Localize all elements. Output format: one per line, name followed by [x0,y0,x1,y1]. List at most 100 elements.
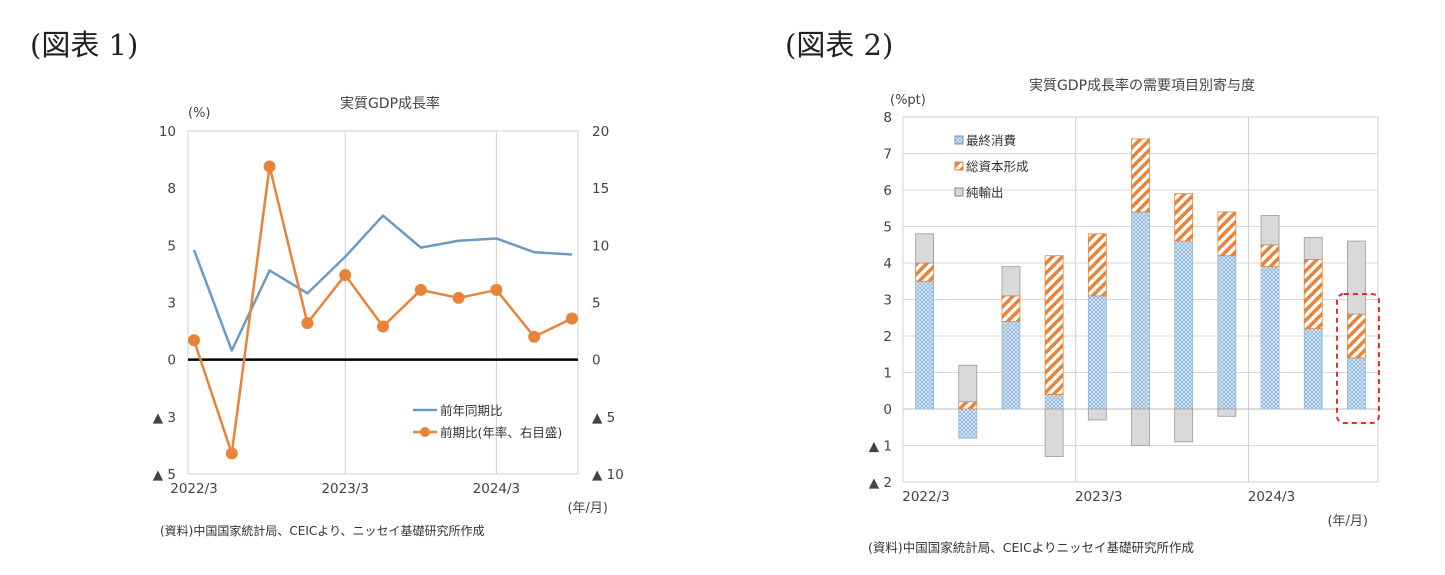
bar-net-exports [1174,408,1194,443]
qoq-data-point [339,269,352,282]
bar-consumption [915,280,934,410]
y-tick-label: 1 [883,366,892,382]
left-tick-label: 8 [167,181,176,197]
qoq-data-point [301,317,314,330]
y-tick-label: ▲ 1 [869,439,892,455]
x-tick-label: 2023/3 [321,481,369,497]
bar-capital-formation [1001,295,1021,322]
right-tick-label: 15 [592,181,609,197]
bar-net-exports [1303,237,1323,260]
chart2-source-note: (資料)中国国家統計局、CEICよりニッセイ基礎研究所作成 [868,540,1194,555]
bar-capital-formation [1260,244,1280,268]
x-tick-label: 2024/3 [1248,489,1296,505]
qoq-data-point [452,291,465,304]
x-tick-label: 2024/3 [473,481,521,497]
right-tick-label: 0 [592,353,601,369]
bar-capital-formation [958,401,978,410]
bar-net-exports [958,364,978,403]
bar-capital-formation [1044,255,1064,395]
legend-capital-label: 総資本形成 [966,159,1029,174]
qoq-data-point [263,160,276,173]
right-tick-label: 10 [592,238,609,254]
x-tick-label: 2023/3 [1075,489,1123,505]
chart1-gridlines [187,130,579,475]
qoq-data-point [188,334,200,347]
legend-net-exports-label: 純輸出 [966,185,1004,200]
x-tick-label: 2022/3 [902,489,950,505]
chart1-right-axis: 20 15 10 5 0 ▲ 5 ▲ 10 [592,124,624,483]
bar-capital-formation [1347,313,1366,359]
qoq-data-point [225,447,238,460]
chart1-x-unit-label: (年/月) [567,501,608,516]
left-tick-label: 0 [167,353,176,369]
chart1-source-note: (資料)中国国家統計局、CEICより、ニッセイ基礎研究所作成 [160,523,485,538]
left-tick-label: ▲ 5 [153,467,176,483]
chart2-unit-label: (%pt) [890,93,926,108]
y-tick-label: 8 [883,110,892,126]
y-tick-label: ▲ 2 [869,475,892,491]
bar-net-exports [1044,408,1064,457]
y-tick-label: 0 [883,402,892,418]
bar-capital-formation [1217,211,1237,257]
bar-net-exports [1217,408,1237,417]
chart1-title: 実質GDP成長率 [340,95,440,112]
bar-consumption [958,408,978,439]
series-line-qoq [192,165,573,455]
chart1-unit-label: (%) [188,106,211,121]
chart1-legend: 前年同期比 前期比(年率、右目盛) [413,403,562,440]
chart1-left-axis: 10 8 5 3 0 ▲ 3 ▲ 5 [153,124,176,483]
left-tick-label: 5 [167,238,176,254]
y-tick-label: 7 [883,147,892,163]
legend-consumption-label: 最終消費 [966,133,1016,148]
bar-consumption [1260,266,1280,410]
bar-capital-formation [915,262,934,282]
figure-2-label: (図表 2) [785,28,894,62]
legend-net-exports-swatch [954,187,964,197]
bar-net-exports [1131,408,1150,446]
bar-consumption [1087,295,1107,410]
chart2-title: 実質GDP成長率の需要項目別寄与度 [1029,77,1255,94]
chart2-x-unit-label: (年/月) [1327,514,1368,529]
plot-border [187,130,579,475]
legend-yoy-label: 前年同期比 [440,403,503,418]
bar-net-exports [1001,266,1021,297]
bar-consumption [1347,357,1366,410]
bar-net-exports [1087,408,1107,421]
y-tick-label: 5 [883,220,892,236]
bar-consumption [1001,320,1021,410]
left-tick-label: 10 [159,124,176,140]
chart2-y-axis: 8 7 6 5 4 3 2 1 0 ▲ 1 ▲ 2 [869,110,892,491]
y-tick-label: 4 [883,256,892,272]
chart2-x-axis: 2022/3 2023/3 2024/3 [902,489,1295,505]
right-tick-label: ▲ 10 [592,467,624,483]
plot-border [902,116,1379,483]
qoq-data-point [566,312,578,325]
chart2-bars [915,138,1366,457]
bar-net-exports [1260,215,1280,246]
gdp-growth-line-chart: 実質GDP成長率 (%) 10 8 5 3 0 ▲ 3 ▲ 5 20 15 10 5 0 ▲ 5 ▲ 1… [153,95,624,538]
left-tick-label: 3 [167,296,176,312]
bar-consumption [1044,393,1064,410]
figure-1-label: (図表 1) [30,28,139,62]
qoq-data-point [414,283,427,296]
x-tick-label: 2022/3 [170,481,218,497]
y-tick-label: 6 [883,183,892,199]
right-tick-label: ▲ 5 [592,410,615,426]
y-tick-label: 2 [883,329,892,345]
bar-consumption [1217,255,1237,410]
bar-capital-formation [1131,138,1150,213]
chart2-legend: 最終消費 総資本形成 純輸出 [954,133,1029,200]
legend-capital-swatch [954,161,964,171]
qoq-data-point [490,283,503,296]
series-line-yoy [192,214,573,352]
legend-qoq-marker [420,427,430,437]
bar-capital-formation [1303,258,1323,330]
qoq-data-point [528,330,541,343]
legend-qoq-label: 前期比(年率、右目盛) [440,425,562,440]
chart1-series [188,160,578,460]
bar-net-exports [1347,240,1366,315]
legend-consumption-swatch [954,135,964,145]
qoq-data-point [377,320,389,333]
right-tick-label: 5 [592,296,601,312]
bar-consumption [1174,240,1194,410]
